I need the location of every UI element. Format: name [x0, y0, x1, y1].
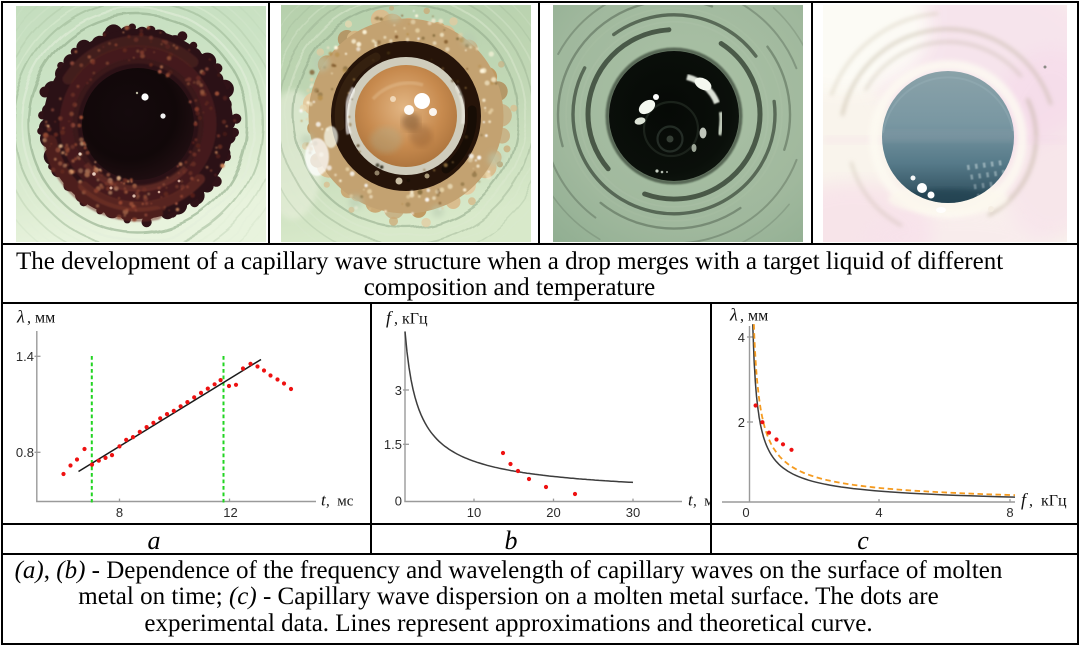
svg-text:, мм: , мм [740, 308, 768, 325]
svg-text:λ: λ [16, 307, 25, 327]
svg-text:0: 0 [742, 505, 749, 520]
svg-text:1.4: 1.4 [16, 349, 34, 364]
svg-text:f: f [386, 308, 394, 328]
svg-text:, мс: , мс [326, 494, 354, 510]
svg-text:λ: λ [729, 305, 738, 325]
svg-text:10: 10 [467, 505, 481, 520]
svg-text:20: 20 [546, 505, 560, 520]
svg-text:, мм: , мм [27, 310, 55, 327]
svg-text:0: 0 [395, 494, 402, 509]
svg-text:8: 8 [1006, 505, 1013, 520]
svg-text:t: t [321, 491, 327, 510]
svg-text:0.8: 0.8 [16, 445, 34, 460]
svg-text:, кГц: , кГц [1029, 493, 1067, 510]
svg-text:1.5: 1.5 [384, 437, 402, 452]
svg-text:, мс: , мс [693, 494, 710, 510]
svg-text:30: 30 [626, 505, 640, 520]
svg-text:, кГц: , кГц [394, 311, 428, 328]
svg-text:4: 4 [875, 505, 882, 520]
svg-text:2: 2 [738, 415, 745, 430]
svg-text:f: f [1021, 490, 1029, 510]
svg-text:8: 8 [116, 505, 123, 520]
svg-text:3: 3 [395, 383, 402, 398]
svg-text:4: 4 [738, 330, 745, 345]
svg-text:t: t [688, 491, 694, 510]
svg-text:12: 12 [223, 505, 237, 520]
